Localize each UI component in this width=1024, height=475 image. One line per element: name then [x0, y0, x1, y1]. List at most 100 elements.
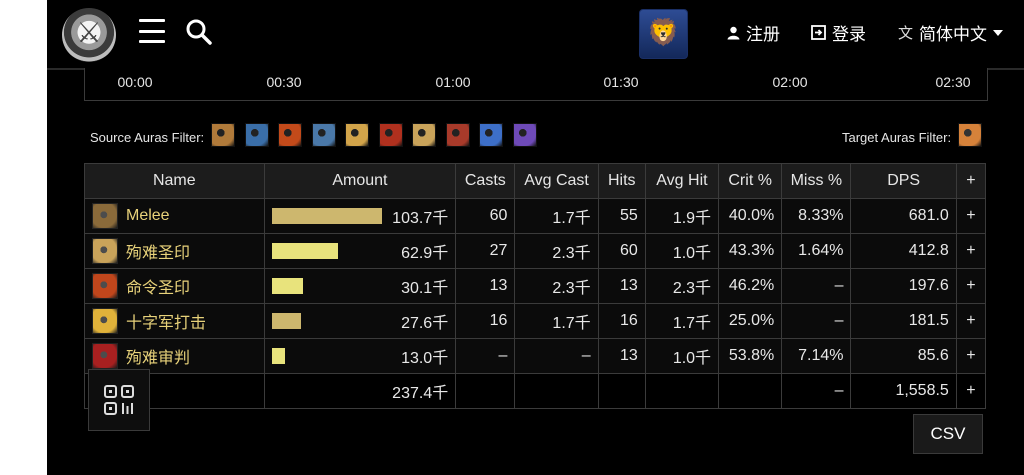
casts-value: 27: [455, 233, 516, 269]
table-row[interactable]: 殉难审判 13.0千 – –13 1.0千 53.8% 7.14% 85.6 +: [84, 338, 987, 374]
alliance-crest-icon[interactable]: [639, 9, 688, 59]
avg-hit-value: 1.0千: [644, 338, 720, 374]
casts-value: 13: [455, 268, 516, 304]
source-aura-filter-icon[interactable]: [479, 123, 503, 147]
avg-hit-value: 1.9千: [644, 198, 720, 234]
total-hits-cell: [597, 373, 646, 409]
spell-icon: [92, 238, 118, 264]
crit-value: 43.3%: [718, 233, 783, 269]
timeline-tick: 00:30: [266, 74, 302, 90]
amount-bar: [271, 208, 382, 224]
qr-code-button[interactable]: [88, 369, 150, 431]
search-icon[interactable]: [185, 18, 213, 51]
row-expand-button[interactable]: +: [955, 338, 987, 374]
dps-value: 197.6: [850, 268, 957, 304]
spell-icon: [92, 308, 118, 334]
column-header-amount[interactable]: Amount: [263, 163, 457, 199]
amount-cell: 13.0千: [263, 338, 457, 374]
chevron-down-icon: [993, 29, 1004, 36]
user-icon: [727, 26, 740, 39]
row-expand-button[interactable]: +: [955, 303, 987, 339]
table-row[interactable]: 殉难圣印 62.9千 27 2.3千 60 1.0千 43.3% 1.64% 412.8 +: [84, 233, 987, 269]
total-expand-button[interactable]: +: [955, 373, 987, 409]
spell-cell: Melee: [84, 198, 265, 234]
menu-icon[interactable]: [139, 19, 165, 43]
crit-value: 40.0%: [718, 198, 783, 234]
miss-value: 8.33%: [781, 198, 852, 234]
table-row[interactable]: 十字军打击 27.6千 16 1.7千 16 1.7千 25.0% –181.5 +: [84, 303, 987, 339]
column-header-avg-cast[interactable]: Avg Cast: [514, 163, 599, 199]
register-link[interactable]: 注册: [727, 20, 780, 45]
amount-cell: 62.9千: [263, 233, 457, 269]
timeline-tick: 01:30: [603, 74, 639, 90]
spell-cell: 命令圣印: [84, 268, 265, 304]
amount-bar-fill: [271, 208, 382, 224]
hits-value: 16: [597, 303, 646, 339]
crit-value: 46.2%: [718, 268, 783, 304]
spell-cell: 殉难审判: [84, 338, 265, 374]
source-aura-filter-icon[interactable]: [445, 123, 470, 147]
amount-bar: [271, 278, 382, 294]
amount-cell: 30.1千: [263, 268, 457, 304]
avg-hit-value: 1.0千: [644, 233, 720, 269]
source-aura-filter-icon[interactable]: [412, 123, 436, 147]
miss-value: –: [781, 303, 852, 339]
qr-code-icon: [104, 385, 134, 415]
column-header-crit[interactable]: Crit %: [718, 163, 783, 199]
register-label: 注册: [746, 25, 780, 44]
spell-icon: [92, 273, 118, 299]
csv-export-button[interactable]: CSV: [913, 414, 983, 454]
source-aura-filter-icon[interactable]: [345, 123, 369, 147]
table-row[interactable]: 命令圣印 30.1千 13 2.3千 13 2.3千 46.2% –197.6 +: [84, 268, 987, 304]
spell-name[interactable]: 殉难审判: [126, 350, 191, 367]
amount-bar: [271, 243, 382, 259]
casts-value: –: [455, 338, 516, 374]
spell-cell: 殉难圣印: [84, 233, 265, 269]
amount-value: 103.7千: [392, 210, 449, 227]
column-header-name[interactable]: Name: [84, 163, 265, 199]
login-link[interactable]: 登录: [811, 20, 866, 45]
source-aura-filter-icon[interactable]: [512, 123, 537, 147]
column-header-casts[interactable]: Casts: [455, 163, 516, 199]
column-header-miss[interactable]: Miss %: [781, 163, 852, 199]
damage-table: Name Amount Casts Avg Cast Hits Avg Hit …: [84, 163, 987, 409]
amount-cell: 27.6千: [263, 303, 457, 339]
spell-cell: 十字军打击: [84, 303, 265, 339]
site-logo-icon[interactable]: [62, 8, 116, 62]
avg-hit-value: 2.3千: [644, 268, 720, 304]
amount-value: 13.0千: [401, 350, 449, 367]
column-header-dps[interactable]: DPS: [850, 163, 957, 199]
spell-name[interactable]: 十字军打击: [126, 315, 207, 332]
amount-value: 27.6千: [401, 315, 449, 332]
column-header-add-button[interactable]: +: [955, 163, 987, 199]
source-aura-filter-icon[interactable]: [378, 123, 403, 147]
source-aura-filter-icon[interactable]: [278, 123, 302, 147]
table-row[interactable]: Melee 103.7千 60 1.7千 55 1.9千 40.0% 8.33% 681.0 +: [84, 198, 987, 234]
spell-name[interactable]: Melee: [126, 207, 170, 224]
avg-cast-value: 2.3千: [514, 233, 599, 269]
row-expand-button[interactable]: +: [955, 198, 987, 234]
target-aura-filter-icon[interactable]: [958, 123, 982, 147]
column-header-hits[interactable]: Hits: [597, 163, 646, 199]
dps-value: 681.0: [850, 198, 957, 234]
top-navigation-bar: 注册 登录 文 简体中文: [47, 0, 1024, 70]
dps-value: 85.6: [850, 338, 957, 374]
source-aura-filter-icon[interactable]: [244, 123, 269, 147]
spell-name[interactable]: 命令圣印: [126, 280, 191, 297]
row-expand-button[interactable]: +: [955, 233, 987, 269]
amount-bar-fill: [271, 313, 301, 329]
total-amount: 237.4千: [263, 373, 457, 409]
timeline-tick: 02:00: [772, 74, 808, 90]
spell-name[interactable]: 殉难圣印: [126, 245, 191, 262]
target-auras-filter-label: Target Auras Filter:: [842, 130, 952, 145]
column-header-avg-hit[interactable]: Avg Hit: [644, 163, 720, 199]
source-aura-filter-icon[interactable]: [211, 123, 235, 147]
timeline-axis[interactable]: 00:00 00:30 01:00 01:30 02:00 02:30: [84, 68, 988, 101]
source-aura-filter-icon[interactable]: [311, 123, 336, 147]
total-dps: 1,558.5: [850, 373, 957, 409]
language-selector[interactable]: 文 简体中文: [898, 20, 1004, 45]
dps-value: 412.8: [850, 233, 957, 269]
row-expand-button[interactable]: +: [955, 268, 987, 304]
hits-value: 13: [597, 268, 646, 304]
amount-value: 30.1千: [401, 280, 449, 297]
